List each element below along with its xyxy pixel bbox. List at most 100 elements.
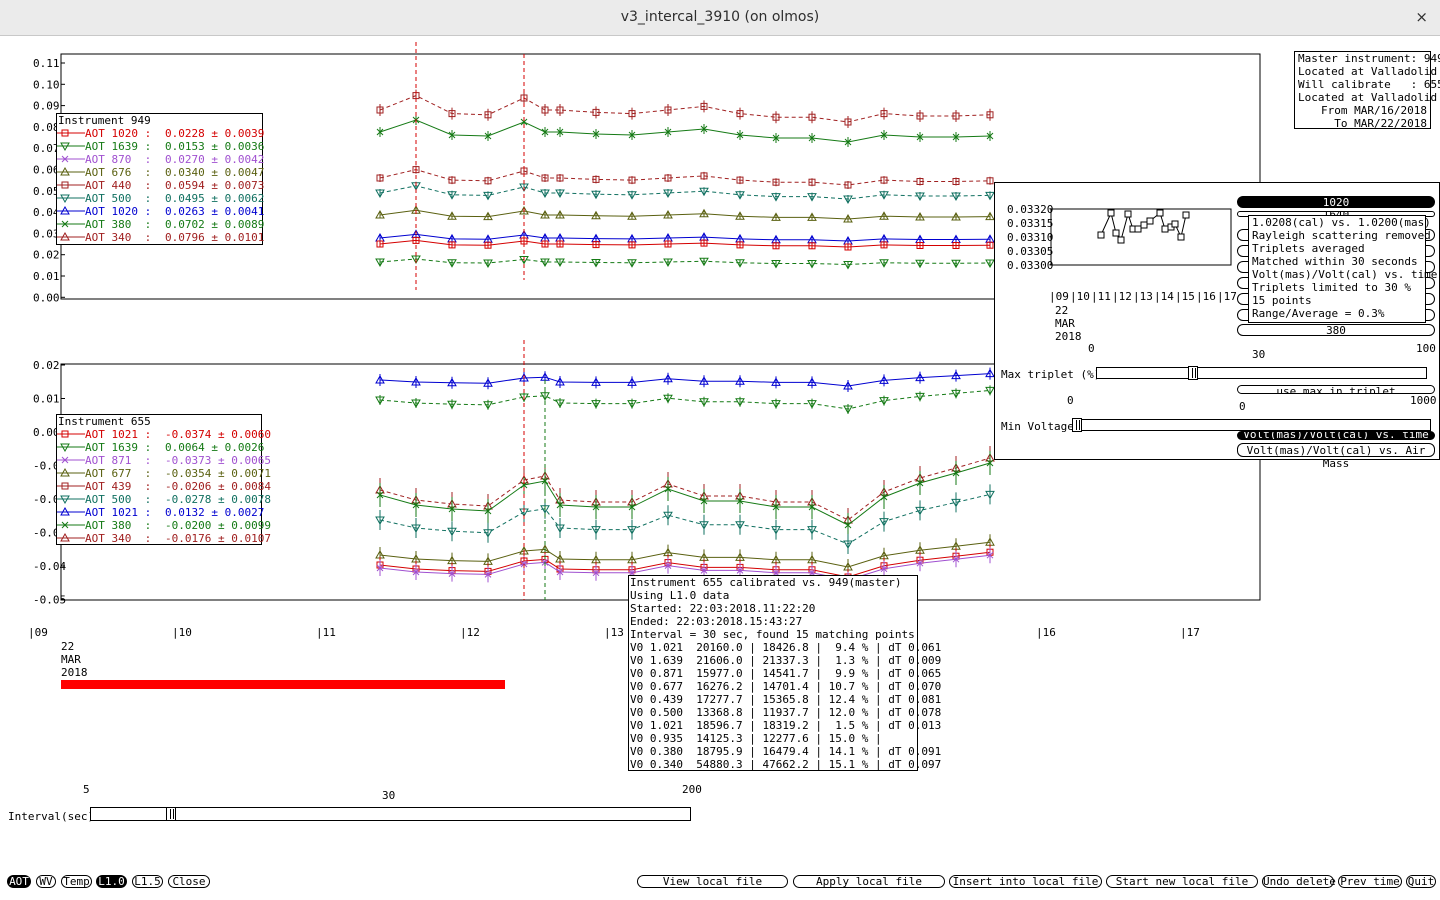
- bottom-series-500-point: [985, 490, 995, 500]
- top-series-340-point: [880, 110, 888, 118]
- mini-time-tick: |11: [1091, 290, 1111, 303]
- bottom-series-500-point: [483, 529, 493, 538]
- legend-marker-icon: [57, 142, 85, 152]
- calibration-info-box: Instrument 655 calibrated vs. 949(master…: [628, 575, 941, 771]
- bottom-series-500-point: [807, 526, 817, 535]
- legend-marker: [61, 430, 69, 438]
- calibration-info-line: V0 0.935 14125.3 | 12277.6 | 15.0 % |: [630, 732, 882, 745]
- volt-vs-airmass-button[interactable]: Volt(mas)/Volt(cal) vs. Air Mass: [1237, 443, 1435, 470]
- top-series-1639-point: [483, 259, 493, 269]
- top-series-380-point: [916, 133, 924, 141]
- legend-marker-icon: [57, 129, 85, 137]
- bottom-y-tick: 0.02: [33, 359, 60, 372]
- top-series-676-line: [379, 209, 991, 220]
- bottom-series-1639-line: [379, 389, 991, 410]
- bottom-series-1021-b-point: [699, 376, 709, 385]
- top-series-676-point: [540, 209, 550, 219]
- mini-series-point: [1112, 229, 1120, 237]
- bottom-series-380-point: [592, 503, 600, 511]
- top-series-380-point: [448, 131, 456, 139]
- mini-y-tick: 0.03320: [1007, 203, 1053, 216]
- time-axis-tick: |09: [28, 626, 48, 639]
- start-new-local-file-button[interactable]: Start new local file: [1106, 875, 1258, 888]
- legend-marker-icon: [57, 231, 85, 241]
- top-series-1020: [376, 236, 994, 251]
- view-local-file-button[interactable]: View local file: [637, 875, 788, 888]
- close-icon[interactable]: ×: [1415, 8, 1428, 26]
- bottom-series-871-point: [736, 567, 744, 574]
- bottom-series-1021-b-point: [411, 376, 421, 386]
- insert-into-local-file-button[interactable]: Insert into local file: [949, 875, 1102, 888]
- legend-name: AOT 1021 :: [85, 428, 152, 441]
- top-legend-row: AOT 1639 : 0.0153 ± 0.0036: [57, 140, 264, 153]
- max-triplet-min: 0: [1088, 342, 1095, 355]
- legend-name: AOT 1020 :: [85, 205, 152, 218]
- top-series-1639-point: [771, 260, 781, 269]
- undo-delete-button[interactable]: Undo delete: [1262, 875, 1336, 888]
- bottom-y-tick: -0.0: [33, 527, 60, 540]
- close-button[interactable]: Close: [168, 875, 210, 888]
- use-max-in-triplet-button[interactable]: use max in triplet: [1237, 385, 1435, 394]
- mini-time-tick: |10: [1070, 290, 1090, 303]
- wv-button[interactable]: WV: [36, 875, 56, 888]
- top-series-1020-point: [952, 242, 960, 249]
- min-voltage-slider[interactable]: [1075, 419, 1431, 431]
- max-triplet-slider[interactable]: [1096, 367, 1427, 379]
- top-series-1639-point: [555, 258, 565, 268]
- top-legend-row: AOT 500 : 0.0495 ± 0.0062: [57, 192, 265, 205]
- top-legend-row: AOT 1020 : 0.0228 ± 0.0039: [57, 127, 264, 140]
- top-series-380-line: [379, 119, 991, 143]
- interval-value: 30: [382, 789, 396, 802]
- top-series-500-point: [447, 191, 457, 200]
- bottom-series-380-point: [916, 479, 924, 487]
- legend-value: -0.0373 ± 0.0065: [165, 454, 271, 467]
- top-series-440-point: [916, 178, 924, 185]
- temp-button[interactable]: Temp: [61, 875, 92, 888]
- bottom-series-380-line: [379, 462, 991, 526]
- bottom-legend-row: AOT 340 : -0.0176 ± 0.0107: [57, 532, 271, 545]
- l10-button[interactable]: L1.0: [96, 875, 127, 888]
- aot-button[interactable]: AOT: [7, 875, 31, 888]
- wavelength-380-button[interactable]: 380: [1237, 324, 1435, 336]
- top-series-340-point: [541, 106, 549, 114]
- top-series-500-point: [627, 191, 637, 200]
- calibration-info-line: Using L1.0 data: [630, 589, 730, 602]
- legend-value: 0.0340 ± 0.0047: [165, 166, 265, 179]
- interval-slider[interactable]: [90, 807, 691, 821]
- max-triplet-slider-thumb[interactable]: [1188, 366, 1198, 380]
- min-voltage-slider-thumb[interactable]: [1072, 418, 1082, 432]
- bottom-legend-row: AOT 871 : -0.0373 ± 0.0065: [57, 454, 271, 467]
- legend-name: AOT 1020 :: [85, 127, 152, 140]
- top-series-440-point: [772, 178, 780, 186]
- top-series-1020-point: [700, 239, 708, 247]
- l15-button[interactable]: L1.5: [132, 875, 163, 888]
- bottom-series-1639-point: [627, 400, 637, 409]
- quit-button[interactable]: Quit: [1406, 875, 1436, 888]
- prev-time-button[interactable]: Prev time: [1338, 875, 1402, 888]
- legend-value: -0.0278 ± 0.0078: [165, 493, 271, 506]
- top-series-676-point: [735, 211, 745, 220]
- legend-value: 0.0064 ± 0.0026: [165, 441, 265, 454]
- top-series-1020-point: [376, 240, 384, 248]
- apply-local-file-button[interactable]: Apply local file: [793, 875, 945, 888]
- legend-value: 0.0495 ± 0.0062: [165, 192, 265, 205]
- volt-vs-time-button[interactable]: Volt(mas)/Volt(cal) vs. time: [1237, 431, 1435, 440]
- wavelength-1020-button[interactable]: 1020: [1237, 196, 1435, 208]
- legend-value: 0.0702 ± 0.0089: [165, 218, 265, 231]
- top-series-1639-point: [540, 258, 550, 268]
- bottom-series-1639: [375, 385, 995, 415]
- bottom-y-tick: -0.05: [33, 594, 66, 607]
- legend-marker-icon: [57, 205, 85, 215]
- bottom-series-871-point: [484, 571, 492, 578]
- legend-name: AOT 871 :: [85, 454, 152, 467]
- interval-slider-thumb[interactable]: [166, 807, 176, 821]
- legend-marker-icon: [57, 194, 85, 204]
- master-info-line: To MAR/22/2018: [1334, 117, 1427, 130]
- mini-series-point: [1161, 225, 1169, 233]
- window-titlebar: v3_intercal_3910 (on olmos) ×: [0, 0, 1440, 36]
- top-series-440-point: [700, 172, 708, 180]
- legend-name: AOT 439 :: [85, 480, 152, 493]
- time-axis-tick: |11: [316, 626, 336, 639]
- master-info-line: Master instrument: 949: [1298, 52, 1440, 65]
- top-series-340-point: [376, 106, 384, 114]
